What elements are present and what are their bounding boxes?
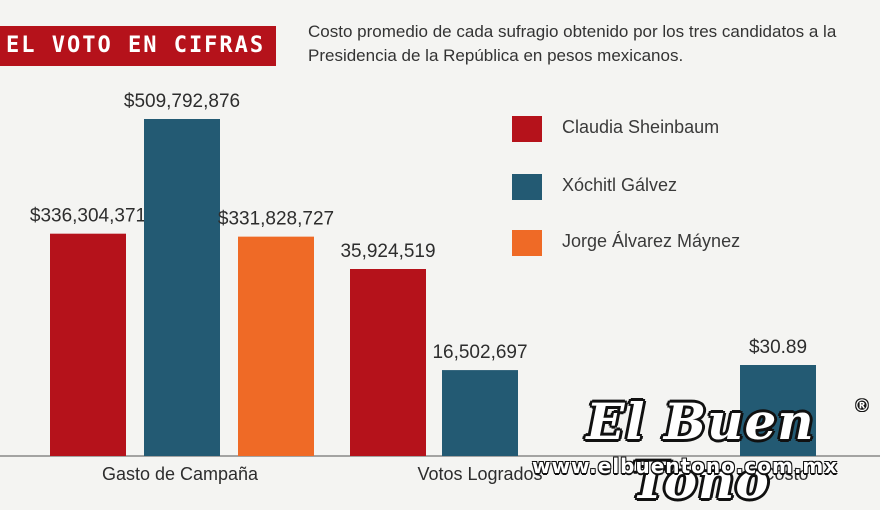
bar-1-series-2	[144, 119, 220, 456]
legend-label-sheinbaum: Claudia Sheinbaum	[562, 117, 720, 137]
bar-1-series-1	[50, 233, 126, 456]
data-label-2-series-2: 16,502,697	[432, 342, 527, 363]
watermark-logo: El Buen Tono	[586, 392, 815, 510]
category-label-2: Votos Logrados	[417, 464, 542, 484]
legend-label-maynez: Jorge Álvarez Máynez	[562, 231, 741, 251]
legend-swatch-maynez	[512, 230, 542, 256]
category-label-3: Costo	[761, 464, 808, 484]
watermark: El Buen Tono ® www.elbuentono.com.mx	[528, 392, 878, 510]
chart-subtitle: Costo promedio de cada sufragio obtenido…	[308, 22, 837, 65]
watermark-url: www.elbuentono.com.mx	[532, 454, 839, 478]
bar-3-series-2	[740, 365, 816, 456]
data-label-1-series-1: $336,304,371	[30, 206, 146, 227]
watermark-registered-mark: ®	[854, 396, 870, 415]
data-label-1-series-3: $331,828,727	[218, 209, 334, 230]
data-label-3-series-2: $30.89	[749, 337, 807, 358]
legend-swatch-galvez	[512, 174, 542, 200]
data-label-1-series-2: $509,792,876	[124, 91, 240, 112]
title-badge: EL VOTO EN CIFRAS	[0, 26, 276, 66]
legend-swatch-sheinbaum	[512, 116, 542, 142]
bar-chart: $336,304,371 $509,792,876 $331,828,727 Gast…	[0, 91, 880, 484]
bar-2-series-1	[350, 269, 426, 456]
legend-label-galvez: Xóchitl Gálvez	[562, 175, 678, 195]
bar-1-series-3	[238, 236, 314, 456]
data-label-2-series-1: 35,924,519	[340, 241, 435, 262]
category-label-1: Gasto de Campaña	[102, 464, 259, 484]
bar-2-series-2	[442, 370, 518, 456]
